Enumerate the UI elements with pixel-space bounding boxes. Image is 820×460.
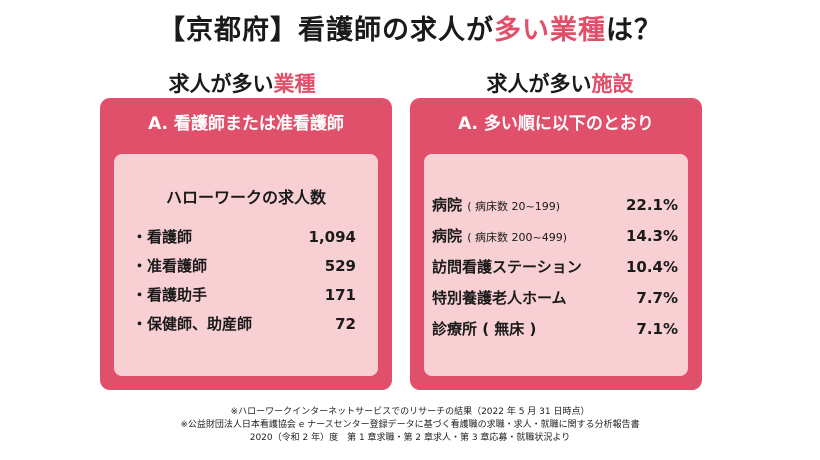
job-value: 529 bbox=[324, 257, 356, 275]
facility-name: 病院 ( 病床数 20~199) bbox=[432, 194, 560, 215]
facility-label: 診療所 ( 無床 ) bbox=[432, 320, 537, 338]
facility-name: 病院 ( 病床数 200~499) bbox=[432, 225, 567, 246]
source-note: ※公益財団法人日本看護協会 e ナースセンター登録データに基づく看護職の求職・求… bbox=[180, 420, 640, 430]
facility-row: 特別養護老人ホーム 7.7% bbox=[432, 287, 678, 318]
job-label: ・看護助手 bbox=[132, 286, 208, 304]
industry-heading: 求人が多い業種 bbox=[92, 68, 392, 98]
facility-value: 14.3% bbox=[625, 227, 678, 245]
facility-sub: ( 病床数 200~499) bbox=[467, 231, 568, 244]
facility-label: 病院 bbox=[432, 196, 463, 214]
facility-heading-prefix: 求人が多い bbox=[486, 72, 592, 96]
facility-value: 7.1% bbox=[636, 320, 678, 338]
industry-card: ハローワークの求人数 ・看護師 1,094 ・准看護師 529 ・看護助手 17… bbox=[114, 154, 378, 376]
job-label: ・准看護師 bbox=[132, 257, 208, 275]
facility-label: 訪問看護ステーション bbox=[432, 258, 582, 276]
job-row: ・看護助手 171 bbox=[132, 284, 356, 313]
job-value: 1,094 bbox=[308, 228, 356, 246]
facility-value: 7.7% bbox=[636, 289, 678, 307]
job-value: 72 bbox=[335, 315, 356, 333]
source-notes: ※ハローワークインターネットサービスでのリサーチの結果（2022 年 5 月 3… bbox=[0, 406, 820, 445]
facility-name: 訪問看護ステーション bbox=[432, 256, 582, 277]
industry-heading-accent: 業種 bbox=[273, 72, 316, 96]
job-count-title: ハローワークの求人数 bbox=[165, 188, 326, 207]
facility-row: 診療所 ( 無床 ) 7.1% bbox=[432, 318, 678, 349]
industry-panel-title: A. 看護師または准看護師 bbox=[148, 114, 344, 134]
source-note: 2020（令和 2 年）度 第 1 章求職・第 2 章求人・第 3 章応募・就職… bbox=[249, 433, 571, 443]
facility-row: 病院 ( 病床数 20~199) 22.1% bbox=[432, 194, 678, 225]
title-suffix: は？ bbox=[606, 15, 662, 46]
facility-sub: ( 病床数 20~199) bbox=[467, 200, 561, 213]
title-prefix: 【京都府】看護師の求人が bbox=[158, 15, 494, 46]
job-row: ・准看護師 529 bbox=[132, 255, 356, 284]
job-count-list: ・看護師 1,094 ・准看護師 529 ・看護助手 171 ・保健師、助産師 … bbox=[132, 226, 356, 342]
title-accent: 多い業種 bbox=[494, 15, 606, 46]
job-label: ・看護師 bbox=[132, 228, 193, 246]
facility-heading-accent: 施設 bbox=[591, 72, 634, 96]
facility-heading: 求人が多い施設 bbox=[410, 68, 710, 98]
facility-row: 病院 ( 病床数 200~499) 14.3% bbox=[432, 225, 678, 256]
facility-row: 訪問看護ステーション 10.4% bbox=[432, 256, 678, 287]
facility-name: 特別養護老人ホーム bbox=[432, 287, 567, 308]
facility-list: 病院 ( 病床数 20~199) 22.1% 病院 ( 病床数 200~499)… bbox=[432, 194, 678, 349]
industry-panel: A. 看護師または准看護師 ハローワークの求人数 ・看護師 1,094 ・准看護… bbox=[100, 98, 392, 390]
facility-label: 病院 bbox=[432, 227, 463, 245]
job-row: ・看護師 1,094 bbox=[132, 226, 356, 255]
facility-label: 特別養護老人ホーム bbox=[432, 289, 567, 307]
source-note: ※ハローワークインターネットサービスでのリサーチの結果（2022 年 5 月 3… bbox=[230, 407, 590, 417]
facility-panel: A. 多い順に以下のとおり 病院 ( 病床数 20~199) 22.1% 病院 … bbox=[410, 98, 702, 390]
facility-panel-title: A. 多い順に以下のとおり bbox=[458, 114, 654, 134]
facility-value: 10.4% bbox=[625, 258, 678, 276]
job-row: ・保健師、助産師 72 bbox=[132, 313, 356, 342]
job-label: ・保健師、助産師 bbox=[132, 315, 253, 333]
facility-value: 22.1% bbox=[625, 196, 678, 214]
industry-heading-prefix: 求人が多い bbox=[168, 72, 274, 96]
job-value: 171 bbox=[324, 286, 356, 304]
page-title: 【京都府】看護師の求人が多い業種は？ bbox=[0, 8, 820, 47]
facility-card: 病院 ( 病床数 20~199) 22.1% 病院 ( 病床数 200~499)… bbox=[424, 154, 688, 376]
facility-name: 診療所 ( 無床 ) bbox=[432, 318, 536, 339]
